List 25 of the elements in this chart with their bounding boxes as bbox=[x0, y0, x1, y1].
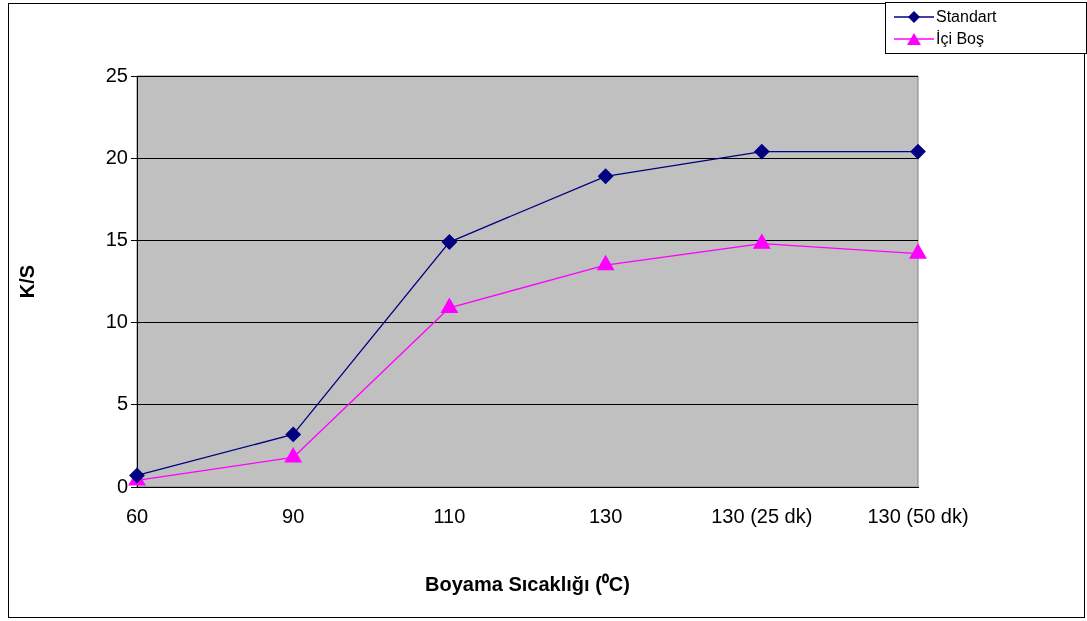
point bbox=[597, 255, 615, 271]
y-tick-label: 5 bbox=[116, 392, 128, 415]
point bbox=[440, 298, 458, 313]
x-tick-label: 130 (50 dk) bbox=[867, 504, 969, 527]
x-tick-label: 60 bbox=[125, 504, 149, 527]
y-tick-label: 25 bbox=[105, 63, 128, 86]
x-tick-label: 130 (25 dk) bbox=[711, 504, 813, 527]
point bbox=[284, 447, 302, 463]
point bbox=[753, 234, 771, 249]
y-tick-label: 10 bbox=[105, 310, 128, 333]
point bbox=[909, 243, 927, 259]
point bbox=[441, 234, 458, 250]
point bbox=[910, 143, 926, 160]
legend-label: Standart bbox=[936, 8, 997, 26]
point bbox=[597, 168, 614, 184]
x-tick-label: 90 bbox=[282, 504, 305, 527]
x-axis-title: Boyama Sıcaklığı (⁰C) bbox=[425, 572, 630, 595]
y-tick-label: 20 bbox=[105, 145, 128, 168]
y-axis-title: K/S bbox=[15, 264, 38, 299]
y-tick-label: 15 bbox=[105, 227, 128, 250]
x-tick-label: 130 bbox=[588, 504, 623, 527]
y-tick-label: 0 bbox=[116, 474, 128, 497]
point bbox=[754, 143, 770, 160]
legend-label: İçi Boş bbox=[936, 30, 985, 48]
x-tick-label: 110 bbox=[433, 504, 466, 527]
